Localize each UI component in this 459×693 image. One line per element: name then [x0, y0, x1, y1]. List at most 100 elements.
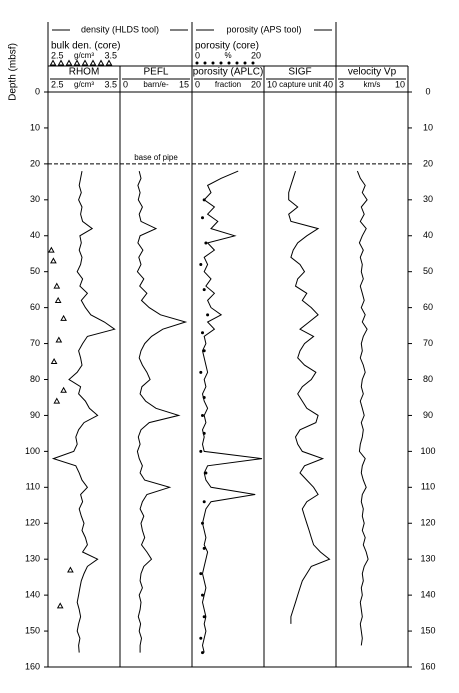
y-tick-label: 90 [423, 410, 433, 420]
y-tick-label: 160 [25, 661, 40, 671]
scale-unit: g/cm³ [74, 80, 94, 89]
scale-unit: capture unit [279, 80, 322, 89]
core-scale-min: 0 [195, 50, 200, 60]
core-point [201, 413, 204, 417]
log-curve [51, 171, 116, 653]
core-scale-max: 20 [251, 50, 261, 60]
y-tick-label: 120 [420, 518, 435, 528]
y-tick-label: 10 [30, 122, 40, 132]
core-point [204, 241, 208, 245]
core-point [60, 386, 67, 393]
track-name: PEFL [143, 67, 168, 78]
legend-symbol [227, 61, 231, 65]
core-point [202, 349, 206, 353]
core-point [50, 358, 58, 365]
legend-symbol [105, 59, 113, 66]
scale-max: 3.5 [104, 79, 117, 89]
scale-max: 40 [323, 79, 333, 89]
core-point [48, 246, 55, 253]
group-label: porosity (APS tool) [226, 24, 301, 34]
legend-symbol [251, 61, 255, 65]
track-name: RHOM [69, 67, 100, 78]
y-tick-label: 50 [423, 266, 433, 276]
annotation-bg [130, 152, 182, 162]
core-point [202, 288, 206, 292]
scale-min: 2.5 [51, 79, 64, 89]
y-tick-label: 60 [423, 302, 433, 312]
legend-symbol [219, 61, 223, 65]
legend-symbol [203, 61, 207, 65]
core-point [202, 615, 206, 619]
y-tick-label: 80 [30, 374, 40, 384]
y-tick-label: 120 [25, 518, 40, 528]
core-point [67, 566, 74, 573]
y-tick-label: 100 [25, 446, 40, 456]
core-point [199, 636, 203, 640]
log-curve [356, 170, 369, 646]
y-tick-label: 20 [423, 158, 433, 168]
legend-symbol [97, 59, 105, 66]
core-point [202, 546, 206, 550]
core-point [199, 263, 203, 266]
core-point [201, 331, 204, 335]
legend-symbol [211, 61, 215, 65]
scale-min: 3 [339, 79, 344, 89]
core-point [204, 471, 208, 475]
group-label-bg [70, 24, 170, 36]
legend-symbol [57, 59, 65, 66]
y-tick-label: 110 [26, 482, 40, 492]
y-tick-label: 150 [420, 625, 435, 635]
core-point [202, 431, 206, 435]
core-point [53, 282, 61, 289]
y-tick-label: 130 [420, 554, 435, 564]
scale-unit: fraction [215, 80, 241, 89]
core-unit: g/cm³ [74, 51, 94, 60]
y-tick-label: 70 [423, 338, 433, 348]
y-tick-label: 30 [423, 194, 433, 204]
core-point [54, 296, 62, 303]
y-tick-label: 160 [420, 661, 435, 671]
core-point [206, 313, 210, 317]
scale-unit: barn/e- [143, 80, 169, 89]
core-point [60, 314, 67, 321]
scale-max: 15 [179, 79, 189, 89]
core-unit: % [224, 51, 231, 60]
y-tick-label: 140 [25, 590, 40, 600]
core-point [53, 397, 61, 404]
legend-symbol [235, 61, 239, 65]
core-label: bulk den. (core) [51, 41, 120, 52]
core-point [55, 336, 63, 343]
legend-symbol [65, 59, 73, 66]
track-name: velocity Vp [348, 67, 397, 78]
core-point [199, 572, 203, 576]
y-tick-label: 150 [25, 625, 40, 635]
y-tick-label: 80 [423, 374, 433, 384]
group-label: density (HLDS tool) [81, 24, 159, 34]
core-point [199, 449, 203, 453]
legend-symbol [243, 61, 247, 65]
y-tick-label: 90 [30, 410, 40, 420]
annotation-label: base of pipe [134, 153, 178, 162]
log-curve [136, 170, 188, 653]
core-point [56, 602, 64, 609]
core-label: porosity (core) [195, 41, 259, 52]
legend-symbol [73, 59, 81, 66]
y-tick-label: 140 [420, 590, 435, 600]
y-tick-label: 10 [423, 122, 433, 132]
legend-symbol [49, 59, 57, 66]
group-label-bg [214, 24, 314, 36]
core-scale-max: 3.5 [104, 50, 117, 60]
scale-max: 20 [251, 79, 261, 89]
core-point [201, 651, 204, 655]
y-tick-label: 60 [30, 302, 40, 312]
core-point [202, 198, 206, 202]
core-point [199, 370, 203, 374]
scale-unit: km/s [364, 80, 381, 89]
scale-max: 10 [395, 79, 405, 89]
track-name: porosity (APLC) [193, 67, 264, 78]
y-tick-label: 50 [30, 266, 40, 276]
y-tick-label: 30 [30, 194, 40, 204]
y-axis-label: Depth (mbsf) [8, 43, 19, 101]
scale-min: 0 [195, 79, 200, 89]
